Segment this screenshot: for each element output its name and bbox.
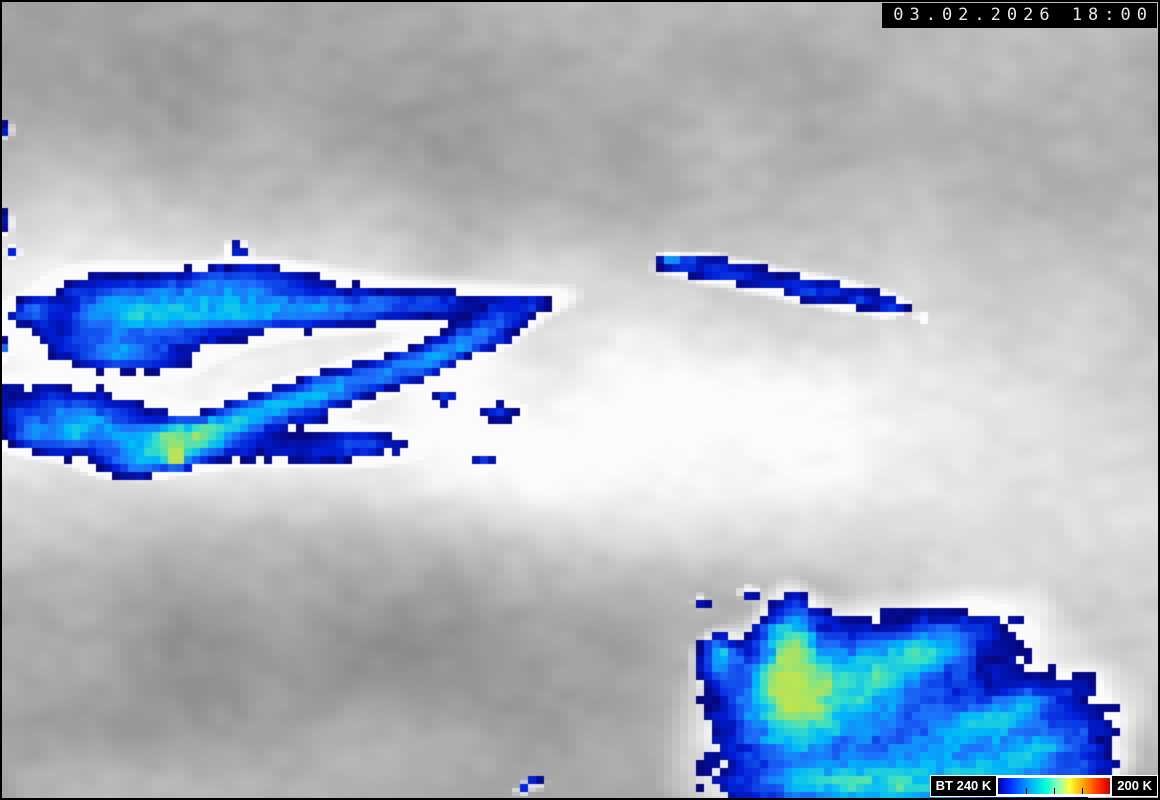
- colorbar-legend: BT 240 K 200 K: [929, 775, 1158, 797]
- colorbar-gradient: [998, 778, 1111, 794]
- colorbar-tick: [1026, 788, 1028, 794]
- colorbar-tick: [1054, 788, 1056, 794]
- colorbar-max-label: 200 K: [1112, 776, 1157, 796]
- colorbar-gradient-frame: [996, 776, 1113, 796]
- colorbar-min-label: BT 240 K: [930, 776, 997, 796]
- timestamp-overlay: 03.02.2026 18:00: [882, 3, 1157, 28]
- colorbar-tick: [1082, 788, 1084, 794]
